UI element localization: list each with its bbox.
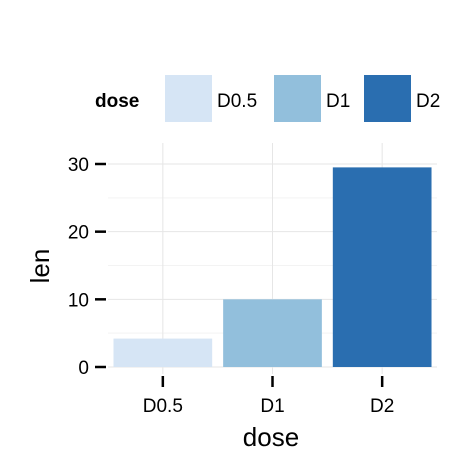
x-axis-title: dose bbox=[243, 422, 299, 452]
y-tick-label: 20 bbox=[68, 223, 89, 244]
y-tick-label: 0 bbox=[78, 358, 89, 379]
x-tick-label: D0.5 bbox=[143, 396, 183, 417]
bar-D1 bbox=[223, 299, 322, 367]
bars bbox=[113, 167, 432, 367]
x-tick-label: D2 bbox=[370, 396, 394, 417]
x-tick-label: D1 bbox=[260, 396, 284, 417]
y-tick-label: 10 bbox=[68, 290, 89, 311]
y-axis: 0 10 20 30 bbox=[68, 155, 106, 379]
legend-label-1: D1 bbox=[326, 91, 350, 112]
legend-key-1 bbox=[274, 75, 321, 122]
y-tick-label: 30 bbox=[68, 155, 89, 176]
x-axis: D0.5 D1 D2 bbox=[143, 376, 394, 417]
legend: dose D0.5 D1 D2 bbox=[95, 75, 440, 122]
legend-title: dose bbox=[95, 91, 139, 112]
bar-D2 bbox=[332, 167, 432, 367]
legend-key-2 bbox=[364, 75, 411, 122]
legend-key-0 bbox=[165, 75, 212, 122]
y-axis-title: len bbox=[25, 249, 55, 284]
bar-D0.5 bbox=[113, 338, 213, 367]
plot-panel bbox=[108, 143, 437, 374]
legend-label-2: D2 bbox=[416, 91, 440, 112]
legend-label-0: D0.5 bbox=[217, 91, 257, 112]
